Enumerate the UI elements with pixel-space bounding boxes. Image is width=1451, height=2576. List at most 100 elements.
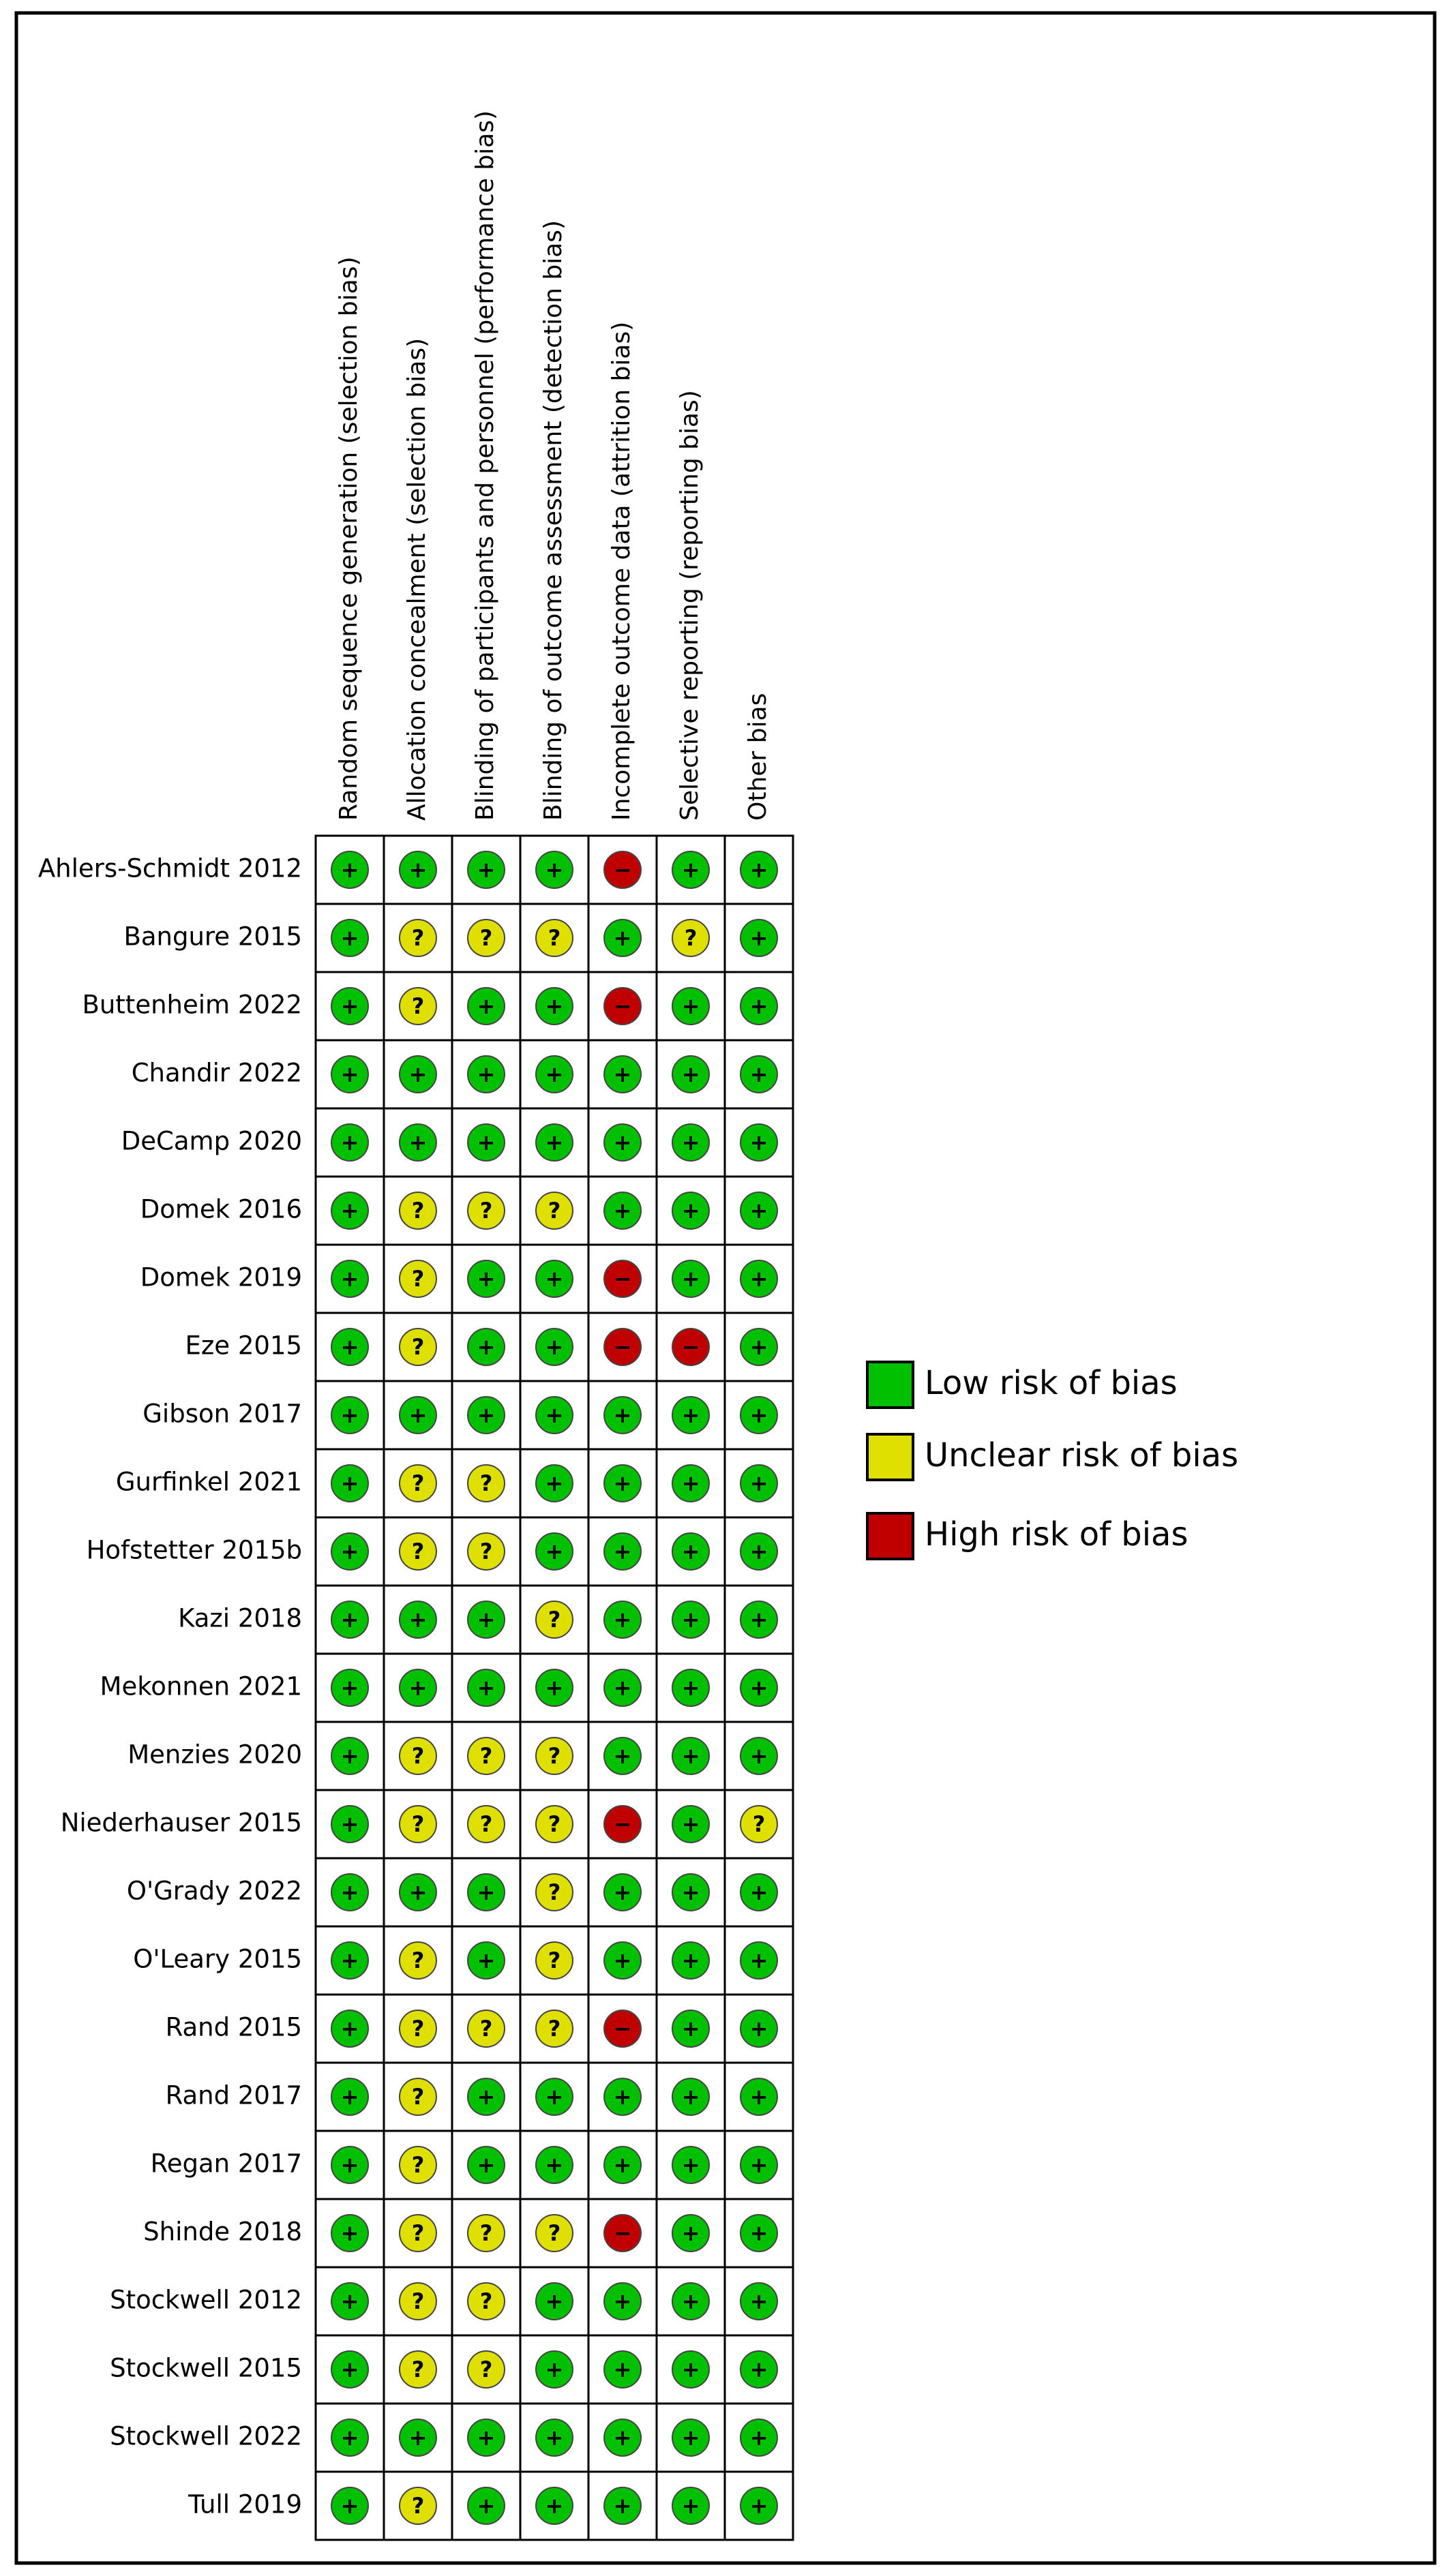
judgment-dot: [467, 2078, 505, 2116]
judgment-symbol: ?: [548, 1743, 561, 1769]
judgment-symbol: +: [614, 2288, 632, 2314]
cell: [723, 971, 794, 1042]
judgment-symbol: +: [477, 2084, 496, 2110]
judgment-dot: [672, 2214, 710, 2252]
judgment-symbol: +: [614, 2425, 632, 2451]
judgment-symbol: +: [682, 2220, 700, 2246]
judgment-dot: [331, 1464, 369, 1502]
judgment-symbol: +: [750, 1607, 768, 1633]
judgment-symbol: ?: [412, 1948, 425, 1973]
judgment-symbol: +: [682, 1061, 700, 1087]
judgment-symbol: +: [341, 2084, 359, 2110]
judgment-dot: [740, 2487, 778, 2525]
judgment-dot: [467, 851, 505, 889]
judgment-symbol: ?: [412, 2493, 425, 2519]
judgment-dot: [331, 1055, 369, 1093]
judgment-dot: [740, 1123, 778, 1162]
judgment-symbol: ?: [548, 1607, 561, 1633]
judgment-dot: [535, 1941, 573, 1980]
judgment-symbol: +: [545, 1334, 564, 1360]
judgment-symbol: +: [477, 1402, 496, 1428]
judgment-symbol: ?: [412, 2357, 425, 2382]
judgment-dot: [535, 919, 573, 957]
judgment-dot: [672, 2419, 710, 2457]
judgment-dot: [467, 987, 505, 1025]
judgment-dot: [672, 2282, 710, 2320]
judgment-dot: [399, 1532, 437, 1571]
judgment-symbol: +: [477, 1130, 496, 1155]
judgment-dot: [399, 2146, 437, 2184]
judgment-symbol: ?: [412, 993, 425, 1019]
study-label: Stockwell 2015: [110, 2354, 302, 2383]
judgment-dot: [331, 1328, 369, 1366]
judgment-symbol: +: [682, 2152, 700, 2178]
judgment-symbol: +: [341, 1539, 359, 1564]
judgment-dot: [672, 1532, 710, 1571]
judgment-symbol: +: [409, 1607, 428, 1633]
judgment-symbol: +: [341, 1675, 359, 1701]
judgment-symbol: +: [545, 1539, 564, 1564]
cell: [723, 2402, 794, 2473]
judgment-symbol: +: [682, 1879, 700, 1905]
judgment-dot: [399, 919, 437, 957]
judgment-dot: [603, 919, 642, 957]
judgment-dot: [603, 1055, 642, 1093]
judgment-symbol: +: [682, 1539, 700, 1564]
judgment-symbol: +: [750, 2016, 768, 2042]
study-label: Menzies 2020: [128, 1740, 302, 1770]
judgment-symbol: +: [750, 2425, 768, 2451]
judgment-dot: [672, 1805, 710, 1843]
judgment-symbol: ?: [548, 2016, 561, 2042]
judgment-dot: [603, 2350, 642, 2389]
judgment-dot: [467, 2487, 505, 2525]
judgment-dot: [603, 851, 642, 889]
judgment-dot: [672, 1873, 710, 1911]
judgment-dot: [331, 1396, 369, 1434]
cell: [723, 834, 794, 905]
judgment-symbol: +: [614, 925, 632, 951]
cell: [655, 903, 726, 973]
judgment-dot: [740, 2078, 778, 2116]
judgment-dot: [467, 1532, 505, 1571]
judgment-symbol: +: [341, 1879, 359, 1905]
judgment-symbol: +: [341, 2016, 359, 2042]
judgment-dot: [740, 1669, 778, 1707]
judgment-dot: [535, 2010, 573, 2048]
judgment-symbol: +: [614, 2152, 632, 2178]
judgment-symbol: ?: [480, 2016, 493, 2042]
judgment-symbol: −: [614, 1811, 632, 1837]
judgment-symbol: +: [750, 1266, 768, 1292]
judgment-symbol: +: [545, 1402, 564, 1428]
domain-header: Random sequence generation (selection bi…: [335, 256, 363, 821]
judgment-symbol: ?: [412, 2220, 425, 2246]
judgment-dot: [331, 2350, 369, 2389]
judgment-symbol: +: [341, 2357, 359, 2382]
judgment-symbol: +: [477, 1879, 496, 1905]
judgment-dot: [603, 2010, 642, 2048]
judgment-symbol: +: [477, 1948, 496, 1973]
legend-label: High risk of bias: [925, 1515, 1188, 1554]
judgment-dot: [672, 851, 710, 889]
judgment-dot: [740, 851, 778, 889]
judgment-dot: [740, 1873, 778, 1911]
judgment-symbol: −: [614, 1334, 632, 1360]
judgment-dot: [603, 1260, 642, 1298]
judgment-dot: [467, 2282, 505, 2320]
judgment-symbol: ?: [412, 1334, 425, 1360]
study-label: Niederhauser 2015: [61, 1808, 302, 1838]
judgment-symbol: −: [614, 2016, 632, 2042]
judgment-dot: [740, 2419, 778, 2457]
judgment-symbol: ?: [480, 1539, 493, 1564]
judgment-dot: [603, 2282, 642, 2320]
judgment-dot: [672, 2146, 710, 2184]
judgment-dot: [535, 1669, 573, 1707]
judgment-dot: [672, 1123, 710, 1162]
judgment-symbol: +: [545, 2357, 564, 2382]
judgment-dot: [331, 2419, 369, 2457]
judgment-dot: [399, 1396, 437, 1434]
judgment-symbol: ?: [548, 1879, 561, 1905]
judgment-symbol: +: [682, 1266, 700, 1292]
judgment-dot: [467, 1123, 505, 1162]
judgment-symbol: +: [750, 1743, 768, 1769]
judgment-symbol: +: [545, 2493, 564, 2519]
